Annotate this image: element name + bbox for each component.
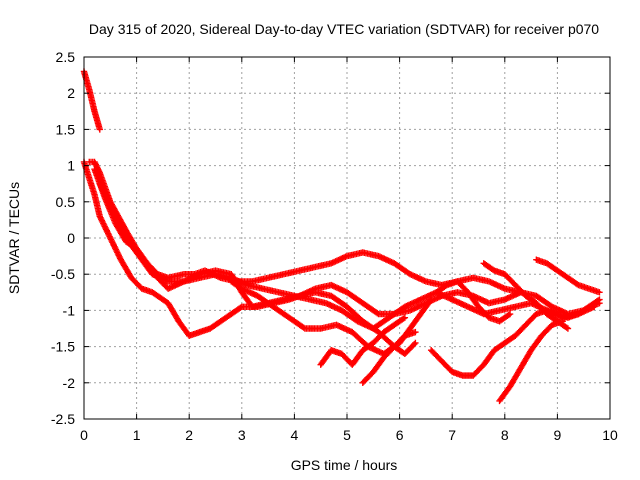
data-point bbox=[596, 299, 603, 307]
x-tick-label: 4 bbox=[291, 427, 299, 443]
data-point bbox=[596, 289, 603, 296]
x-tick-label: 9 bbox=[554, 427, 562, 443]
x-axis-ticks: 0 1 2 3 4 5 6 7 8 9 10 bbox=[80, 57, 618, 443]
data-point bbox=[237, 304, 244, 311]
y-tick-label: 1 bbox=[67, 158, 75, 174]
x-tick-label: 8 bbox=[501, 427, 509, 443]
data-point bbox=[564, 325, 572, 332]
series-track-g bbox=[317, 314, 409, 368]
y-tick-label: -1.5 bbox=[51, 339, 75, 355]
data-point bbox=[563, 324, 570, 331]
y-tick-label: -2.5 bbox=[51, 411, 75, 427]
x-tick-label: 1 bbox=[133, 427, 141, 443]
data-point bbox=[412, 339, 419, 347]
data-points bbox=[80, 68, 603, 405]
y-axis-label: SDTVAR / TECUs bbox=[6, 182, 22, 294]
x-tick-label: 6 bbox=[396, 427, 404, 443]
series-track-j bbox=[480, 260, 572, 332]
x-tick-label: 10 bbox=[602, 427, 618, 443]
series-track-i bbox=[427, 299, 603, 379]
y-tick-label: 0.5 bbox=[56, 194, 76, 210]
y-axis-ticks: -2.5 -2 -1.5 -1 -0.5 0 0.5 1 1.5 2 2.5 bbox=[51, 49, 610, 427]
data-point bbox=[411, 340, 418, 348]
y-tick-label: -1 bbox=[63, 302, 76, 318]
data-point bbox=[96, 126, 103, 133]
data-point bbox=[401, 314, 409, 321]
y-tick-label: 2 bbox=[67, 85, 75, 101]
x-tick-label: 5 bbox=[343, 427, 351, 443]
data-point bbox=[300, 324, 307, 331]
series-track-h bbox=[359, 328, 419, 386]
data-point bbox=[427, 296, 435, 303]
data-point bbox=[505, 311, 512, 319]
data-point bbox=[412, 328, 419, 336]
y-tick-label: -2 bbox=[63, 375, 76, 391]
grid-lines bbox=[84, 57, 610, 419]
y-tick-label: 1.5 bbox=[56, 121, 76, 137]
data-point bbox=[374, 309, 381, 317]
x-axis-label: GPS time / hours bbox=[291, 457, 398, 473]
series-track-k bbox=[496, 318, 566, 405]
series-track-l bbox=[533, 256, 603, 296]
data-point bbox=[427, 297, 434, 305]
x-tick-label: 3 bbox=[238, 427, 246, 443]
y-tick-label: -0.5 bbox=[51, 266, 75, 282]
series-track-e bbox=[96, 180, 603, 318]
x-tick-label: 7 bbox=[448, 427, 456, 443]
data-point bbox=[400, 315, 407, 322]
x-tick-label: 0 bbox=[80, 427, 88, 443]
series-track-m bbox=[433, 278, 514, 325]
chart-title: Day 315 of 2020, Sidereal Day-to-day VTE… bbox=[89, 21, 599, 37]
data-point bbox=[559, 318, 566, 325]
y-tick-label: 0 bbox=[67, 230, 75, 246]
data-point bbox=[506, 310, 514, 318]
x-tick-label: 2 bbox=[185, 427, 193, 443]
y-tick-label: 2.5 bbox=[56, 49, 76, 65]
